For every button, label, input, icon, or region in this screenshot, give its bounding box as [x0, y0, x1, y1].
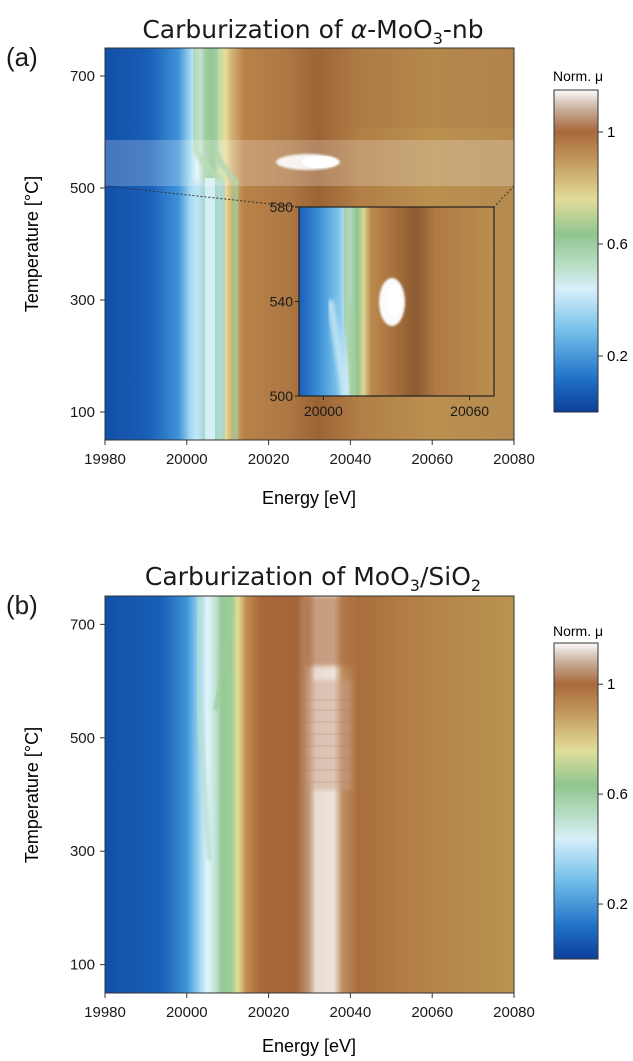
colorbar-tick-label: 0.6: [607, 236, 628, 253]
colorbar-tick-label: 1: [607, 676, 615, 693]
panel-a-inset: 20000 20060 500 540 580: [270, 199, 495, 419]
inset-y-tick-label: 540: [270, 294, 294, 310]
panel-a-colorbar: Norm. μ 0.2 0.6 1: [553, 68, 628, 413]
panel-b-ylabel: Temperature [°C]: [22, 727, 42, 863]
panel-a-ylabel: Temperature [°C]: [22, 176, 42, 312]
panel-b-colorbar-label: Norm. μ: [553, 623, 603, 639]
inset-x-tick-label: 20060: [450, 403, 489, 419]
x-tick-label: 20040: [330, 451, 372, 468]
colorbar-tick-label: 0.6: [607, 786, 628, 803]
panel-b-xlabel: Energy [eV]: [262, 1036, 356, 1056]
y-tick-label: 100: [70, 404, 95, 421]
colorbar-tick-label: 0.2: [607, 348, 628, 365]
x-tick-label: 20000: [166, 451, 208, 468]
panel-a-label: (a): [6, 42, 38, 72]
y-tick-label: 300: [70, 292, 95, 309]
y-tick-label: 700: [70, 616, 95, 633]
panel-a-colorbar-label: Norm. μ: [553, 68, 603, 84]
panel-b-colorbar: Norm. μ 0.2 0.6 1: [553, 623, 628, 960]
y-tick-label: 300: [70, 843, 95, 860]
x-tick-label: 20060: [411, 1004, 453, 1021]
panel-a-colorbar-ticks: 0.2 0.6 1: [598, 124, 628, 365]
panel-a-axes: 19980 20000 20020 20040 20060 20080 100 300 500 7…: [70, 68, 535, 468]
panel-b-heatmap: [105, 596, 514, 993]
x-tick-label: 20020: [248, 451, 290, 468]
x-tick-label: 19980: [84, 1004, 126, 1021]
panel-b-label: (b): [6, 590, 38, 620]
x-tick-label: 20080: [493, 451, 535, 468]
y-tick-label: 700: [70, 68, 95, 85]
panel-b-title: Carburization of MoO3/SiO2: [145, 562, 481, 595]
y-tick-label: 500: [70, 730, 95, 747]
inset-x-tick-label: 20000: [304, 403, 343, 419]
panel-a: Carburization of α-MoO3-nb (a): [6, 15, 628, 508]
panel-b-axes: 19980 20000 20020 20040 20060 20080 100 300 500 7…: [70, 616, 535, 1021]
x-tick-label: 20080: [493, 1004, 535, 1021]
x-tick-label: 20000: [166, 1004, 208, 1021]
x-tick-label: 19980: [84, 451, 126, 468]
y-tick-label: 500: [70, 180, 95, 197]
colorbar-tick-label: 1: [607, 124, 615, 141]
panel-a-xlabel: Energy [eV]: [262, 488, 356, 508]
panel-a-title: Carburization of α-MoO3-nb: [142, 15, 483, 48]
inset-y-tick-label: 500: [270, 388, 294, 404]
panel-b: Carburization of MoO3/SiO2 (b) 19980 2000…: [6, 562, 628, 1056]
colorbar-tick-label: 0.2: [607, 896, 628, 913]
x-tick-label: 20020: [248, 1004, 290, 1021]
panel-b-colorbar-ticks: 0.2 0.6 1: [598, 676, 628, 913]
inset-y-tick-label: 580: [270, 199, 294, 215]
x-tick-label: 20040: [330, 1004, 372, 1021]
panel-a-inset-ticks: 20000 20060 500 540 580: [270, 199, 490, 419]
x-tick-label: 20060: [411, 451, 453, 468]
y-tick-label: 100: [70, 957, 95, 974]
